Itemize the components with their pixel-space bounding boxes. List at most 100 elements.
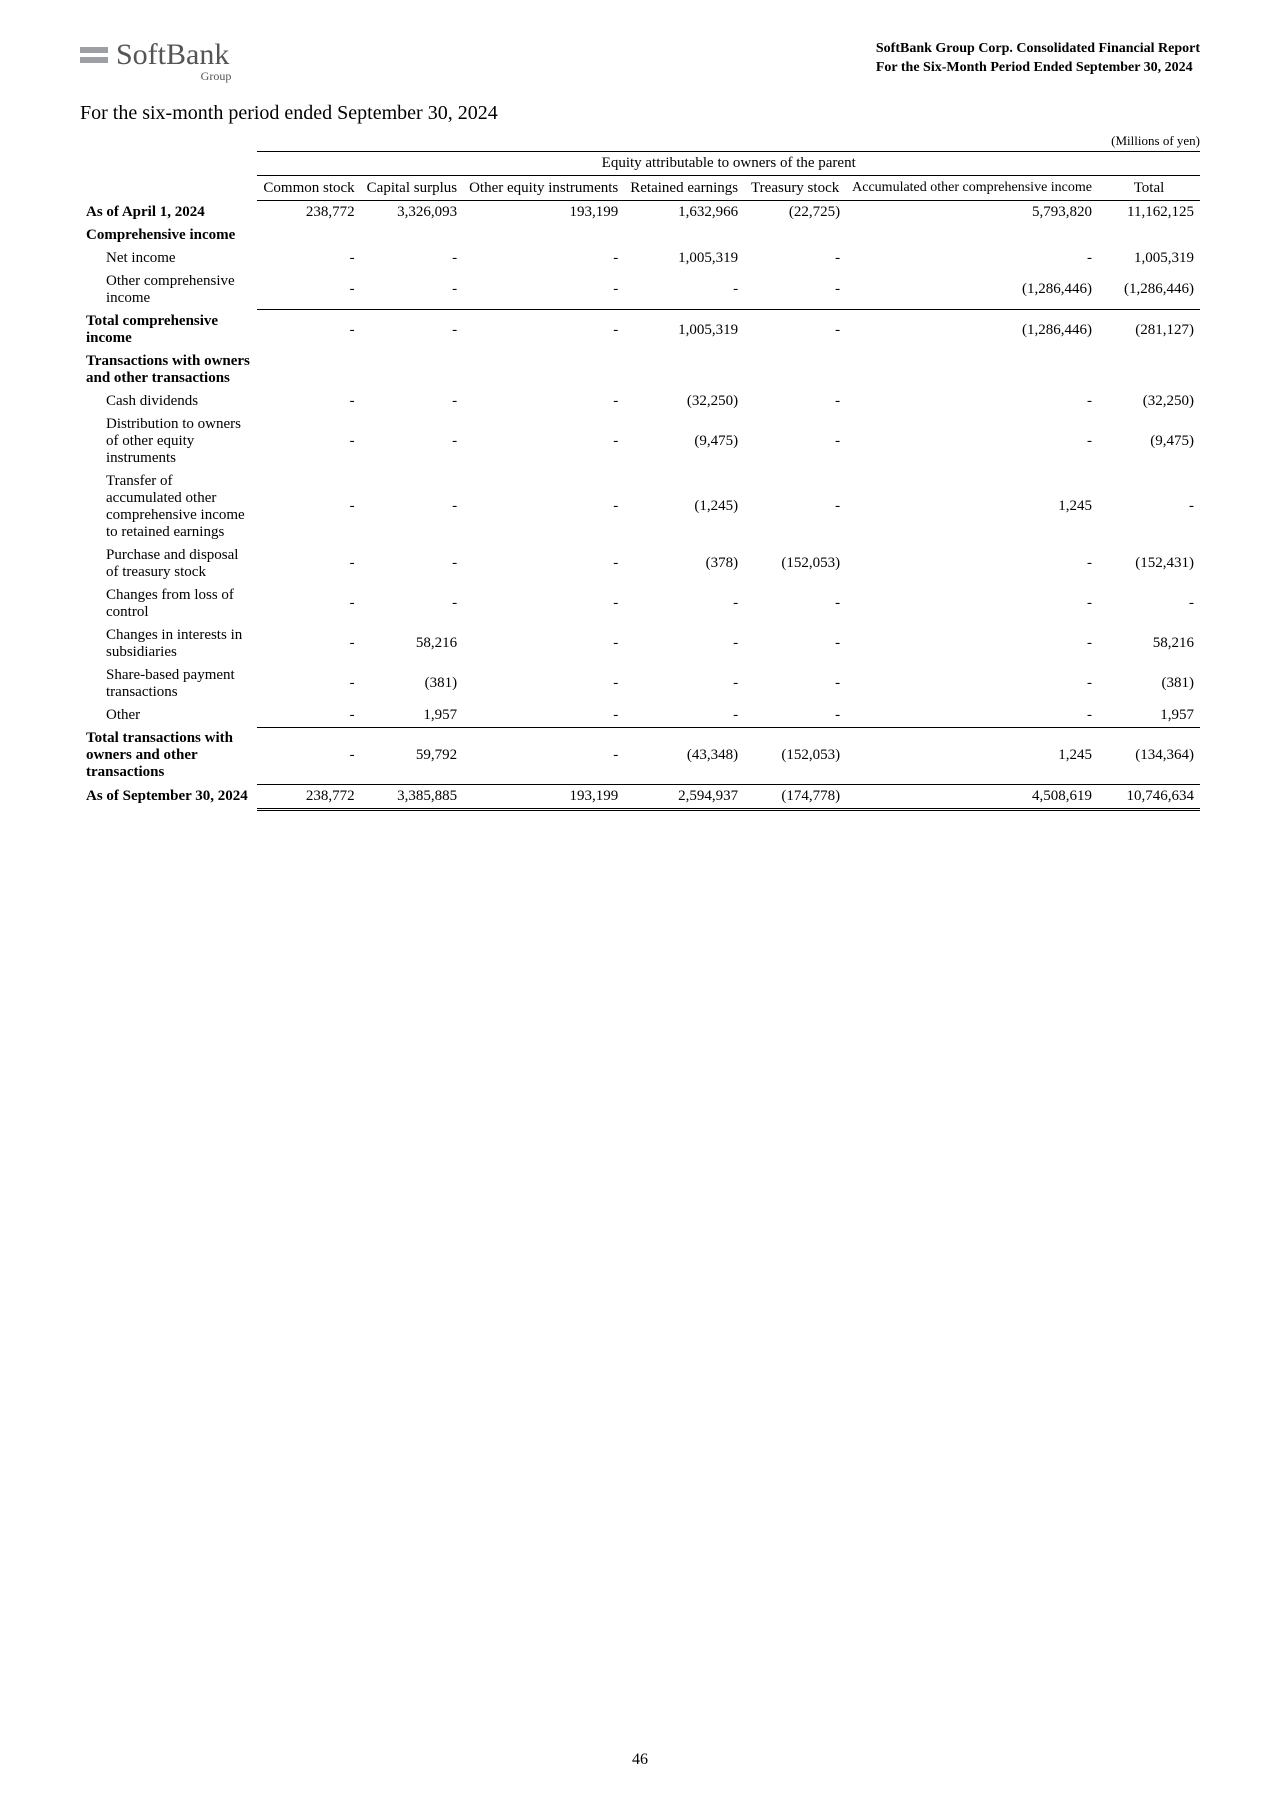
row-label: Comprehensive income bbox=[80, 224, 257, 247]
page-number: 46 bbox=[0, 1751, 1280, 1769]
cell-value: (378) bbox=[624, 544, 744, 584]
cell-value: - bbox=[257, 544, 360, 584]
cell-value: 4,508,619 bbox=[846, 784, 1098, 809]
cell-value: 238,772 bbox=[257, 784, 360, 809]
cell-value: - bbox=[744, 470, 846, 544]
header-line2: For the Six-Month Period Ended September… bbox=[876, 59, 1200, 78]
table-row: As of April 1, 2024238,7723,326,093193,1… bbox=[80, 200, 1200, 224]
cell-value: - bbox=[846, 704, 1098, 728]
equity-table: Equity attributable to owners of the par… bbox=[80, 151, 1200, 811]
cell-value: - bbox=[624, 624, 744, 664]
cell-value: - bbox=[361, 270, 463, 310]
table-row: Net income---1,005,319--1,005,319 bbox=[80, 247, 1200, 270]
cell-value: 1,005,319 bbox=[624, 247, 744, 270]
cell-value: - bbox=[463, 247, 624, 270]
cell-value: - bbox=[361, 247, 463, 270]
cell-value: - bbox=[744, 584, 846, 624]
cell-value: - bbox=[846, 584, 1098, 624]
cell-value: (43,348) bbox=[624, 727, 744, 784]
table-row: Purchase and disposal of treasury stock-… bbox=[80, 544, 1200, 584]
col-total: Total bbox=[1098, 175, 1200, 200]
cell-value: (1,245) bbox=[624, 470, 744, 544]
cell-value: - bbox=[463, 624, 624, 664]
row-label: Distribution to owners of other equity i… bbox=[80, 413, 257, 470]
cell-value bbox=[257, 224, 360, 247]
cell-value: (1,286,446) bbox=[846, 270, 1098, 310]
cell-value: - bbox=[257, 704, 360, 728]
cell-value: 58,216 bbox=[1098, 624, 1200, 664]
col-retained-earnings: Retained earnings bbox=[624, 175, 744, 200]
cell-value: 1,245 bbox=[846, 470, 1098, 544]
col-treasury-stock: Treasury stock bbox=[744, 175, 846, 200]
row-label: Transfer of accumulated other comprehens… bbox=[80, 470, 257, 544]
cell-value: - bbox=[361, 390, 463, 413]
table-row: Transfer of accumulated other comprehens… bbox=[80, 470, 1200, 544]
table-row: Other-1,957----1,957 bbox=[80, 704, 1200, 728]
cell-value: (9,475) bbox=[1098, 413, 1200, 470]
cell-value: - bbox=[257, 270, 360, 310]
cell-value: - bbox=[624, 704, 744, 728]
cell-value: (152,053) bbox=[744, 544, 846, 584]
cell-value: 1,957 bbox=[361, 704, 463, 728]
cell-value: - bbox=[624, 664, 744, 704]
row-label: Cash dividends bbox=[80, 390, 257, 413]
cell-value: 2,594,937 bbox=[624, 784, 744, 809]
cell-value bbox=[624, 350, 744, 390]
cell-value: (281,127) bbox=[1098, 310, 1200, 350]
cell-value: - bbox=[744, 624, 846, 664]
cell-value: - bbox=[257, 664, 360, 704]
table-row: Share-based payment transactions-(381)--… bbox=[80, 664, 1200, 704]
cell-value: 193,199 bbox=[463, 200, 624, 224]
cell-value: - bbox=[1098, 470, 1200, 544]
cell-value: - bbox=[846, 544, 1098, 584]
cell-value: - bbox=[257, 413, 360, 470]
table-row: Changes from loss of control------- bbox=[80, 584, 1200, 624]
table-row: As of September 30, 2024238,7723,385,885… bbox=[80, 784, 1200, 809]
table-row: Other comprehensive income-----(1,286,44… bbox=[80, 270, 1200, 310]
cell-value: - bbox=[257, 390, 360, 413]
cell-value: - bbox=[257, 470, 360, 544]
logo-bars-icon bbox=[80, 47, 108, 63]
cell-value: (152,431) bbox=[1098, 544, 1200, 584]
col-other-equity: Other equity instruments bbox=[463, 175, 624, 200]
table-row: Total comprehensive income---1,005,319-(… bbox=[80, 310, 1200, 350]
cell-value bbox=[463, 224, 624, 247]
cell-value: 193,199 bbox=[463, 784, 624, 809]
cell-value: - bbox=[361, 544, 463, 584]
table-row: Comprehensive income bbox=[80, 224, 1200, 247]
table-row: Cash dividends---(32,250)--(32,250) bbox=[80, 390, 1200, 413]
cell-value: - bbox=[744, 664, 846, 704]
cell-value: - bbox=[624, 270, 744, 310]
logo: SoftBank Group bbox=[80, 40, 229, 70]
cell-value: - bbox=[744, 247, 846, 270]
cell-value: (152,053) bbox=[744, 727, 846, 784]
logo-text: SoftBank Group bbox=[116, 40, 229, 70]
cell-value bbox=[361, 224, 463, 247]
cell-value: (1,286,446) bbox=[1098, 270, 1200, 310]
cell-value: - bbox=[257, 624, 360, 664]
cell-value: 59,792 bbox=[361, 727, 463, 784]
cell-value: - bbox=[463, 390, 624, 413]
cell-value: - bbox=[1098, 584, 1200, 624]
cell-value: - bbox=[463, 704, 624, 728]
col-capital-surplus: Capital surplus bbox=[361, 175, 463, 200]
cell-value: - bbox=[744, 413, 846, 470]
cell-value: 1,957 bbox=[1098, 704, 1200, 728]
col-aoci: Accumulated other comprehensive income bbox=[846, 175, 1098, 200]
cell-value: - bbox=[744, 704, 846, 728]
cell-value bbox=[1098, 224, 1200, 247]
cell-value: - bbox=[744, 310, 846, 350]
cell-value: 1,632,966 bbox=[624, 200, 744, 224]
cell-value: (381) bbox=[361, 664, 463, 704]
table-row: Total transactions with owners and other… bbox=[80, 727, 1200, 784]
logo-name: SoftBank bbox=[116, 38, 229, 71]
period-title: For the six-month period ended September… bbox=[80, 102, 1200, 125]
cell-value: 3,385,885 bbox=[361, 784, 463, 809]
col-common-stock: Common stock bbox=[257, 175, 360, 200]
row-label: Other comprehensive income bbox=[80, 270, 257, 310]
cell-value: 58,216 bbox=[361, 624, 463, 664]
cell-value: 238,772 bbox=[257, 200, 360, 224]
table-head: Equity attributable to owners of the par… bbox=[80, 151, 1200, 200]
cell-value: - bbox=[744, 270, 846, 310]
row-label: Changes from loss of control bbox=[80, 584, 257, 624]
